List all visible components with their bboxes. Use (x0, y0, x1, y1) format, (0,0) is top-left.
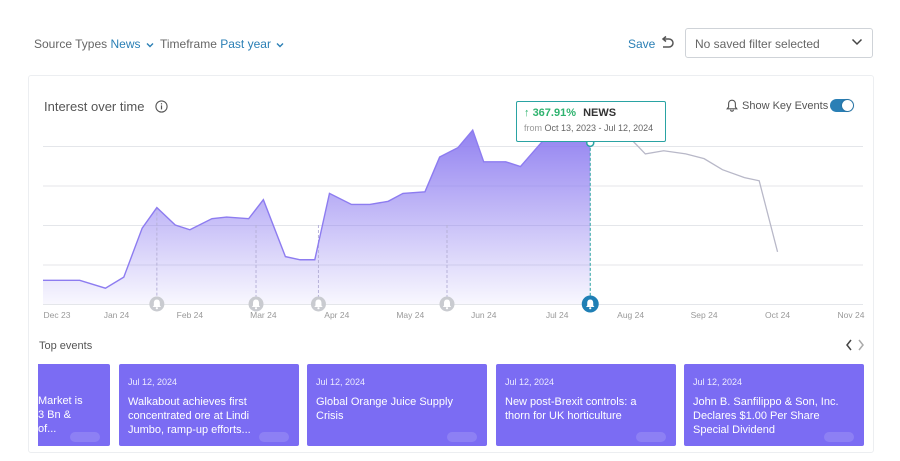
x-axis-ticks: Dec 23 Jan 24 Feb 24 Mar 24 Apr 24 May 24 Jun … (44, 310, 865, 320)
event-card-decoration (259, 432, 289, 442)
show-key-events-label: Show Key Events (742, 100, 829, 112)
event-card[interactable]: Jul 12, 2024 Walkabout achieves first co… (119, 364, 299, 446)
event-marker-bell-icon (310, 296, 326, 312)
event-card-decoration (824, 432, 854, 442)
bell-glyph (586, 299, 595, 307)
event-card-decoration (447, 432, 477, 442)
event-guide-lines (156, 142, 591, 298)
event-date: Jul 12, 2024 (128, 377, 178, 387)
event-title: John B. Sanfilippo & Son, Inc. Declares … (693, 396, 839, 436)
x-tick-label: Feb 24 (177, 310, 204, 320)
chevron-down-icon (851, 38, 863, 46)
timeframe-label: Timeframe (160, 37, 217, 51)
event-marker-bell-icon (581, 295, 599, 313)
bell-clapper (155, 307, 158, 310)
event-marker-bell-icon (439, 296, 455, 312)
x-tick-label: Oct 24 (765, 310, 790, 320)
saved-filter-select[interactable]: No saved filter selected (685, 28, 873, 58)
toggle-knob (842, 100, 853, 111)
bell-glyph (314, 299, 323, 307)
x-tick-label: Sep 24 (691, 310, 718, 320)
event-marker-bell-icon (149, 296, 165, 312)
tooltip-from-label: from (524, 123, 542, 133)
event-date: Jul 12, 2024 (693, 377, 743, 387)
chart-tooltip: ↑ 367.91% NEWS from Oct 13, 2023 - Jul 1… (516, 101, 666, 142)
bell-clapper (254, 307, 258, 310)
bell-clapper (445, 307, 449, 310)
series-line-highlighted (43, 128, 591, 289)
chevron-right-icon[interactable] (856, 338, 866, 352)
top-events-title: Top events (39, 340, 93, 352)
x-tick-label: Jan 24 (104, 310, 130, 320)
x-tick-label: May 24 (396, 310, 424, 320)
saved-filter-value: No saved filter selected (695, 37, 820, 51)
chart-area-layer (43, 130, 591, 304)
save-button[interactable]: Save (628, 37, 656, 51)
event-card[interactable]: Jul 12, 2024 New post-Brexit controls: a… (496, 364, 676, 446)
bell-glyph (442, 299, 452, 307)
bell-glyph (152, 299, 162, 307)
bell-glyph (251, 299, 261, 307)
event-date: Jul 12, 2024 (316, 377, 366, 387)
x-tick-label: Aug 24 (617, 310, 644, 320)
x-tick-label: Jun 24 (471, 310, 497, 320)
timeframe-dropdown[interactable]: Timeframe Past year (160, 37, 284, 51)
events-pagination (844, 338, 868, 352)
event-card-decoration (636, 432, 666, 442)
series-area (43, 130, 591, 304)
bell-clapper (317, 307, 320, 310)
event-title: Market is 3 Bn & of... (38, 395, 83, 435)
info-icon[interactable] (155, 100, 168, 113)
event-card[interactable]: Jul 12, 2024 Global Orange Juice Supply … (307, 364, 487, 446)
event-title: Global Orange Juice Supply Crisis (316, 396, 453, 422)
x-tick-label: Mar 24 (250, 310, 277, 320)
source-types-value: News (110, 37, 141, 51)
event-title: New post-Brexit controls: a thorn for UK… (505, 396, 637, 422)
event-marker-bell-icon (248, 296, 264, 312)
interest-over-time-card: Dec 23 Jan 24 Feb 24 Mar 24 Apr 24 May 24 Jun … (28, 75, 874, 453)
event-markers (149, 295, 599, 313)
undo-icon[interactable] (659, 35, 675, 51)
x-tick-label: Dec 23 (44, 310, 71, 320)
tooltip-up-arrow-icon: ↑ (524, 107, 530, 119)
source-types-label: Source Types (34, 37, 108, 51)
event-title: Walkabout achieves first concentrated or… (128, 396, 251, 436)
interest-chart: Dec 23 Jan 24 Feb 24 Mar 24 Apr 24 May 24 Jun … (43, 128, 865, 320)
top-events-list: Market is 3 Bn & of... Jul 12, 2024 Walk… (38, 364, 873, 446)
show-key-events-toggle[interactable] (830, 99, 854, 112)
timeframe-value: Past year (220, 37, 271, 51)
tooltip-source: NEWS (583, 107, 617, 119)
tooltip-range: Oct 13, 2023 - Jul 12, 2024 (544, 123, 654, 133)
filter-bar: Source Types News Timeframe Past year Sa… (0, 0, 900, 80)
card-title: Interest over time (44, 99, 145, 114)
x-tick-label: Nov 24 (838, 310, 865, 320)
bell-clapper (589, 307, 592, 310)
x-tick-label: Jul 24 (546, 310, 569, 320)
chevron-down-icon (146, 42, 154, 48)
chevron-left-icon[interactable] (844, 338, 854, 352)
source-types-dropdown[interactable]: Source Types News (34, 37, 154, 51)
event-card[interactable]: Jul 12, 2024 John B. Sanfilippo & Son, I… (684, 364, 864, 446)
tooltip-change: 367.91% (532, 107, 576, 119)
event-date: Jul 12, 2024 (505, 377, 555, 387)
bell-icon (726, 99, 738, 112)
event-card[interactable]: Market is 3 Bn & of... (38, 364, 110, 446)
x-tick-label: Apr 24 (324, 310, 349, 320)
series-line (590, 134, 779, 253)
event-card-decoration (70, 432, 100, 442)
chevron-down-icon (276, 42, 284, 48)
